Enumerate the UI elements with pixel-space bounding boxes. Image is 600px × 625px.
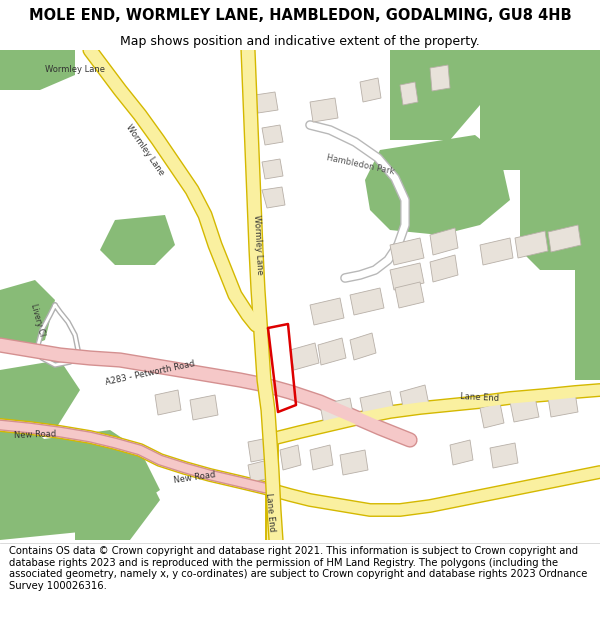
Polygon shape xyxy=(0,360,80,430)
Polygon shape xyxy=(510,397,539,422)
Text: MOLE END, WORMLEY LANE, HAMBLEDON, GODALMING, GU8 4HB: MOLE END, WORMLEY LANE, HAMBLEDON, GODAL… xyxy=(29,8,571,22)
Polygon shape xyxy=(100,215,175,265)
Polygon shape xyxy=(318,338,346,365)
Polygon shape xyxy=(480,403,504,428)
Polygon shape xyxy=(548,392,578,417)
Text: Wormley Lane: Wormley Lane xyxy=(45,66,105,74)
Polygon shape xyxy=(390,263,424,290)
Polygon shape xyxy=(360,78,381,102)
Polygon shape xyxy=(310,445,333,470)
Polygon shape xyxy=(360,391,394,418)
Polygon shape xyxy=(262,159,283,179)
Polygon shape xyxy=(350,288,384,315)
Polygon shape xyxy=(290,343,319,370)
Text: Lane End: Lane End xyxy=(264,492,276,532)
Polygon shape xyxy=(350,333,376,360)
Polygon shape xyxy=(262,125,283,145)
Polygon shape xyxy=(0,280,55,350)
Polygon shape xyxy=(395,282,424,308)
Polygon shape xyxy=(280,445,301,470)
Polygon shape xyxy=(0,50,75,90)
Polygon shape xyxy=(310,298,344,325)
Text: A283 - Petworth Road: A283 - Petworth Road xyxy=(104,359,196,387)
Polygon shape xyxy=(400,385,429,412)
Text: Map shows position and indicative extent of the property.: Map shows position and indicative extent… xyxy=(120,35,480,48)
Text: Wormley Lane: Wormley Lane xyxy=(252,215,264,275)
Polygon shape xyxy=(450,440,473,465)
Polygon shape xyxy=(548,225,581,252)
Polygon shape xyxy=(340,450,368,475)
Polygon shape xyxy=(520,170,600,270)
Polygon shape xyxy=(575,250,600,380)
Polygon shape xyxy=(262,187,285,208)
Polygon shape xyxy=(248,438,271,462)
Text: Lane End: Lane End xyxy=(460,392,500,404)
Polygon shape xyxy=(310,98,338,122)
Polygon shape xyxy=(400,82,418,105)
Polygon shape xyxy=(248,460,271,482)
Polygon shape xyxy=(480,50,600,170)
Polygon shape xyxy=(430,255,458,282)
Text: Hambledon Park: Hambledon Park xyxy=(325,153,395,177)
Polygon shape xyxy=(390,238,424,265)
Polygon shape xyxy=(430,65,450,91)
Polygon shape xyxy=(365,135,510,235)
Polygon shape xyxy=(190,395,218,420)
Polygon shape xyxy=(480,238,513,265)
Text: Contains OS data © Crown copyright and database right 2021. This information is : Contains OS data © Crown copyright and d… xyxy=(9,546,587,591)
Polygon shape xyxy=(490,443,518,468)
Polygon shape xyxy=(75,470,160,540)
Polygon shape xyxy=(390,50,480,140)
Polygon shape xyxy=(320,398,354,425)
Polygon shape xyxy=(0,425,50,470)
Text: New Road: New Road xyxy=(14,430,56,440)
Polygon shape xyxy=(155,390,181,415)
Polygon shape xyxy=(515,231,548,258)
Polygon shape xyxy=(0,430,160,540)
Polygon shape xyxy=(430,228,458,255)
Text: Livery Cl: Livery Cl xyxy=(29,302,47,338)
Text: New Road: New Road xyxy=(173,471,217,486)
Polygon shape xyxy=(255,92,278,113)
Text: Wormley Lane: Wormley Lane xyxy=(124,123,166,177)
